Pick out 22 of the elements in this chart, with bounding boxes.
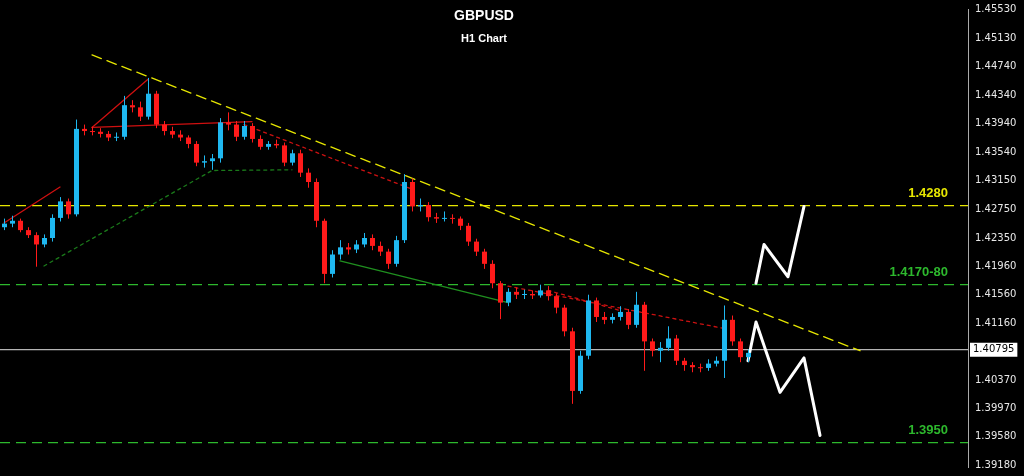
ref-line-label: 1.3950 — [908, 421, 948, 437]
y-tick-label: 1.43940 — [975, 117, 1017, 129]
y-tick-label: 1.43150 — [975, 174, 1017, 186]
chart-title: GBPUSD — [454, 6, 514, 23]
y-tick-label: 1.39580 — [975, 430, 1017, 442]
y-tick-label: 1.41960 — [975, 259, 1017, 271]
ref-line-label: 1.40795 — [973, 343, 1015, 355]
y-tick-label: 1.42750 — [975, 202, 1017, 214]
y-tick-label: 1.43540 — [975, 146, 1017, 158]
y-tick-label: 1.39180 — [975, 459, 1017, 471]
text: H1 Chart — [461, 32, 508, 45]
ref-line-label: 1.4280 — [908, 184, 948, 200]
y-tick-label: 1.39970 — [975, 402, 1017, 414]
y-tick-label: 1.41560 — [975, 288, 1017, 300]
y-tick-label: 1.45130 — [975, 32, 1017, 44]
y-tick-label: 1.42350 — [975, 231, 1017, 243]
ref-line-label: 1.4170-80 — [889, 263, 948, 279]
y-tick-label: 1.40370 — [975, 373, 1017, 385]
y-tick-label: 1.41160 — [975, 317, 1017, 329]
y-tick-label: 1.45530 — [975, 3, 1017, 15]
y-tick-label: 1.44740 — [975, 60, 1017, 72]
y-tick-label: 1.44340 — [975, 88, 1017, 100]
